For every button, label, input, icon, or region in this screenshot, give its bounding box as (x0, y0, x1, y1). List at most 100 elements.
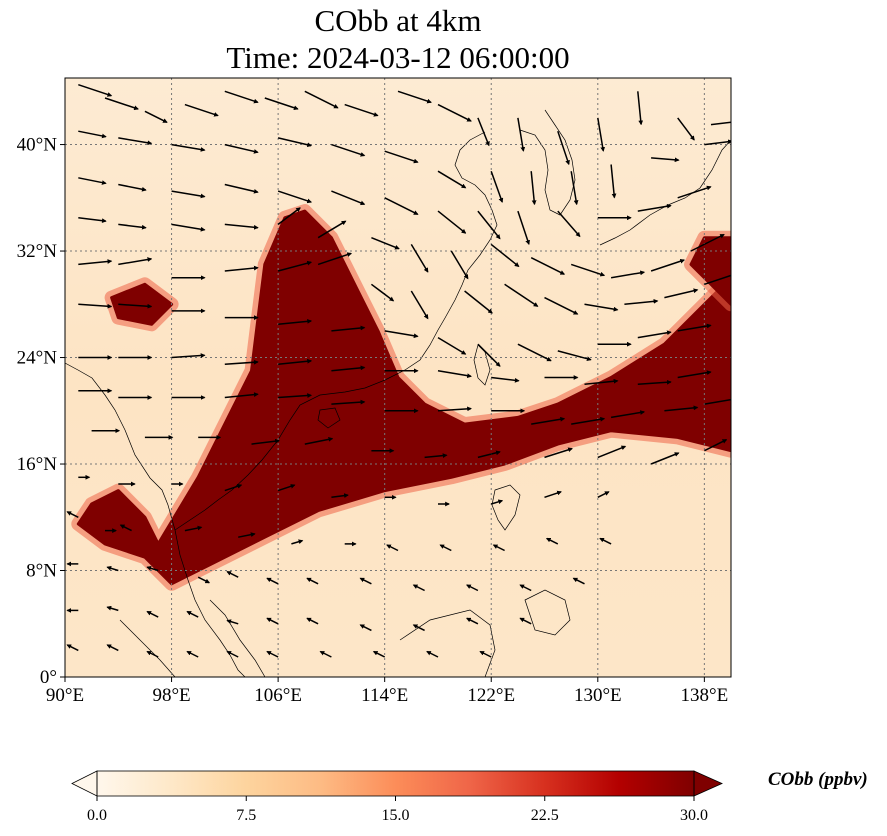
coastline-mainland (65, 362, 246, 677)
coastline-korea (519, 109, 576, 216)
wind-vector (450, 250, 469, 280)
wind-vector (637, 330, 672, 339)
wind-vector (277, 260, 313, 272)
wind-vector (650, 258, 686, 272)
wind-vector (306, 617, 319, 625)
wind-vector (278, 318, 313, 326)
wind-vector (599, 537, 612, 545)
coastline-layer (65, 109, 731, 677)
wind-vector (545, 537, 559, 545)
wind-vector (664, 288, 699, 299)
wind-vector (437, 406, 472, 412)
wind-vector (344, 103, 379, 117)
wind-vector (266, 617, 279, 625)
wind-vector (519, 584, 532, 592)
wind-vector (78, 259, 113, 266)
wind-vector (224, 359, 259, 365)
wind-vector (530, 171, 537, 206)
wind-vector (226, 571, 239, 578)
colorbar-ticks: 0.0 7.5 15.0 22.5 30.0 (87, 796, 708, 824)
wind-vector (186, 610, 199, 618)
wind-vector (277, 190, 313, 204)
wind-vector (597, 117, 606, 152)
wind-vector (371, 237, 400, 250)
y-tick-label: 32°N (17, 241, 58, 262)
wind-vector (677, 185, 712, 199)
wind-vector (557, 210, 581, 238)
wind-vector (104, 97, 139, 111)
colorbar-tick-label: 15.0 (382, 807, 410, 824)
wind-vector (650, 452, 680, 465)
wind-vector (412, 624, 425, 632)
wind-vector (118, 303, 153, 309)
wind-vector (704, 398, 731, 405)
wind-vector (544, 447, 573, 459)
wind-vector (477, 210, 501, 240)
wind-vector (571, 416, 606, 425)
wind-vector (78, 177, 107, 185)
wind-vector (331, 190, 366, 206)
wind-vector (118, 257, 153, 266)
wind-vector (519, 617, 532, 625)
wind-vector (439, 544, 452, 552)
myanmar-patch (110, 282, 174, 326)
wind-vector (386, 544, 399, 552)
wind-vector (610, 270, 646, 279)
wind-vector (106, 605, 119, 612)
wind-vector (224, 392, 259, 399)
wind-vector (530, 257, 566, 275)
wind-vector (226, 650, 239, 658)
colorbar-title: CObb (ppbv) (768, 769, 868, 790)
wind-vector (106, 644, 119, 652)
wind-vector (477, 117, 490, 147)
wind-vector (610, 164, 617, 199)
wind-vector (146, 610, 159, 618)
wind-vector (490, 170, 504, 203)
wind-vector (597, 445, 627, 459)
wind-vector (690, 233, 725, 252)
axes: 90°E 98°E 106°E 114°E 122°E 130°E 138°E 0° 8°N 16… (17, 135, 729, 706)
wind-vector (118, 137, 153, 146)
wind-vector (437, 336, 467, 355)
wind-vector (397, 90, 432, 104)
wind-vector (317, 252, 353, 266)
wind-vector (664, 405, 699, 412)
wind-vector (637, 379, 672, 385)
coastline-mindanao (524, 589, 571, 636)
y-tick-label: 24°N (17, 348, 58, 369)
colorbar-tick-label: 7.5 (236, 807, 256, 824)
wind-vector (572, 577, 585, 585)
x-tick-label: 90°E (46, 685, 84, 706)
wind-vector (291, 539, 304, 545)
colorbar-min-extend (71, 770, 98, 797)
wind-vector (410, 290, 429, 320)
wind-vector (370, 283, 395, 302)
wind-vector (304, 90, 339, 109)
wind-vector (184, 525, 203, 532)
wind-vector (118, 183, 147, 192)
wind-vector (224, 265, 259, 272)
wind-vector (331, 325, 366, 332)
wind-vector (637, 203, 672, 212)
wind-vector (531, 416, 566, 425)
wind-vector (78, 303, 113, 309)
wind-vector (331, 365, 366, 372)
y-tick-label: 40°N (17, 135, 58, 156)
colorbar-tick-label: 22.5 (531, 807, 559, 824)
wind-vector (677, 370, 712, 379)
wind-vector (437, 170, 467, 189)
wind-vector (517, 343, 552, 362)
wind-vector (372, 650, 386, 658)
wind-vector (238, 532, 256, 538)
wind-vector (146, 650, 159, 658)
map-frame (64, 77, 732, 678)
coastline-borneo (399, 609, 496, 677)
wind-vector (584, 303, 619, 312)
wind-vector (277, 484, 296, 492)
wind-vector (570, 263, 606, 277)
coastline-japan (599, 139, 731, 246)
wind-vector (412, 584, 425, 592)
coastline-indochina (174, 131, 498, 531)
wind-vector (306, 577, 319, 585)
wind-vector (704, 139, 731, 146)
